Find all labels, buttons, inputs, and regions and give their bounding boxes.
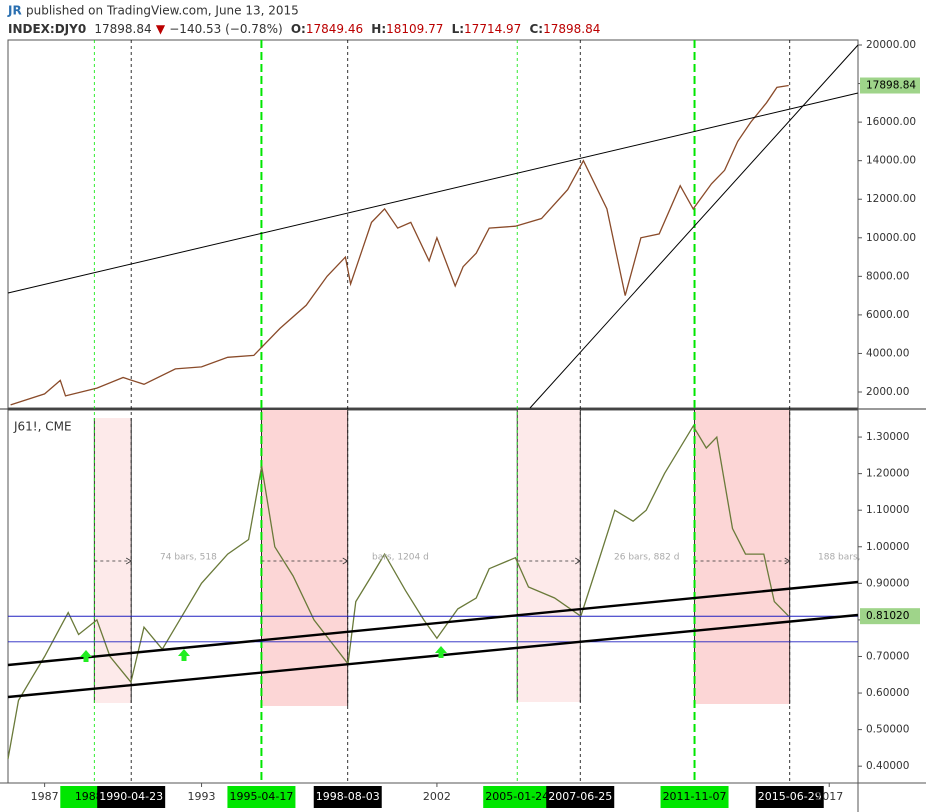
last-price-box (860, 608, 920, 625)
author: JR (7, 4, 22, 18)
y-tick-label: 8000.00 (866, 270, 909, 282)
trend-line (529, 44, 859, 409)
arrow: ▼ (156, 22, 166, 36)
y-tick-label: 0.50000 (866, 724, 909, 736)
measure-label: 188 bars, (818, 553, 861, 563)
high-label: H: (371, 22, 386, 36)
date-label: 2015-06-29 (758, 790, 822, 803)
x-tick-label: 1987 (31, 790, 59, 803)
price: 17898.84 (94, 22, 151, 36)
published: published on TradingView.com, June 13, 2… (26, 4, 299, 18)
date-label: 1998-08-03 (316, 790, 380, 803)
date-label-box (660, 786, 729, 808)
date-label: 1990-04-23 (99, 790, 163, 803)
date-label: 2011-11-07 (663, 790, 727, 803)
low-label: L: (452, 22, 464, 36)
y-tick-label: 6000.00 (866, 309, 909, 321)
y-tick-label: 16000.00 (866, 116, 916, 128)
measure-arrow (342, 557, 349, 565)
y-tick-label: 0.90000 (866, 577, 909, 589)
low: 17714.97 (464, 22, 521, 36)
high: 18109.77 (386, 22, 443, 36)
shaded-region (517, 410, 581, 702)
date-label: 2005-01-24 (485, 790, 549, 803)
open-label: O: (291, 22, 306, 36)
y-tick-label: 4000.00 (866, 347, 909, 359)
top-pane (7, 39, 859, 409)
date-label-box (97, 786, 166, 808)
trend-line (7, 580, 859, 667)
measure-label: bars, 1204 d (372, 553, 429, 563)
up-arrow (435, 646, 447, 658)
trend-line (7, 613, 859, 699)
price-line (7, 424, 790, 760)
y-tick-label: 0.70000 (866, 650, 909, 662)
date-label: 1995-04-17 (229, 790, 293, 803)
y-tick-label: 10000.00 (866, 232, 916, 244)
shaded-region (261, 410, 348, 706)
measure-arrow (784, 557, 791, 565)
measure-arrow (575, 557, 582, 565)
y-tick-label: 12000.00 (866, 193, 916, 205)
y-tick-label: 14000.00 (866, 155, 916, 167)
last-price-label: 17898.84 (866, 80, 916, 92)
shaded-region (694, 410, 790, 704)
x-tick-label: 2002 (423, 790, 451, 803)
last-price-label: 0.81020 (866, 610, 909, 622)
symbol: INDEX:DJY0 (8, 22, 86, 36)
change: −140.53 (−0.78%) (169, 22, 282, 36)
price-line (10, 84, 789, 406)
date-label-box (546, 786, 615, 808)
date-label-box (313, 786, 382, 808)
date-label-box (755, 786, 824, 808)
up-arrow (178, 649, 190, 661)
date-label: 2007-06-25 (548, 790, 612, 803)
y-tick-label: 0.40000 (866, 760, 909, 772)
x-tick-label: 1993 (188, 790, 216, 803)
ticker-line: INDEX:DJY0 17898.84 ▼ −140.53 (−0.78%) O… (8, 22, 600, 36)
trend-line (7, 92, 859, 294)
y-tick-label: 1.20000 (866, 468, 909, 480)
y-tick-label: 1.30000 (866, 431, 909, 443)
measure-arrow (125, 557, 132, 565)
y-tick-label: 1.00000 (866, 541, 909, 553)
x-tick-label: 2017 (815, 790, 843, 803)
y-tick-label: 1.10000 (866, 504, 909, 516)
measure-label: 74 bars, 518 (160, 553, 217, 563)
date-label-box (483, 786, 552, 808)
y-tick-label: 0.60000 (866, 687, 909, 699)
y-tick-label: 20000.00 (866, 39, 916, 51)
close-label: C: (530, 22, 544, 36)
date-label-box (227, 786, 296, 808)
open: 17849.46 (306, 22, 363, 36)
last-price-box (860, 77, 920, 94)
measure-label: 26 bars, 882 d (614, 553, 679, 563)
y-tick-label: 2000.00 (866, 386, 909, 398)
up-arrow (80, 650, 92, 662)
pane-title: J61!, CME (13, 420, 72, 434)
close: 17898.84 (543, 22, 600, 36)
